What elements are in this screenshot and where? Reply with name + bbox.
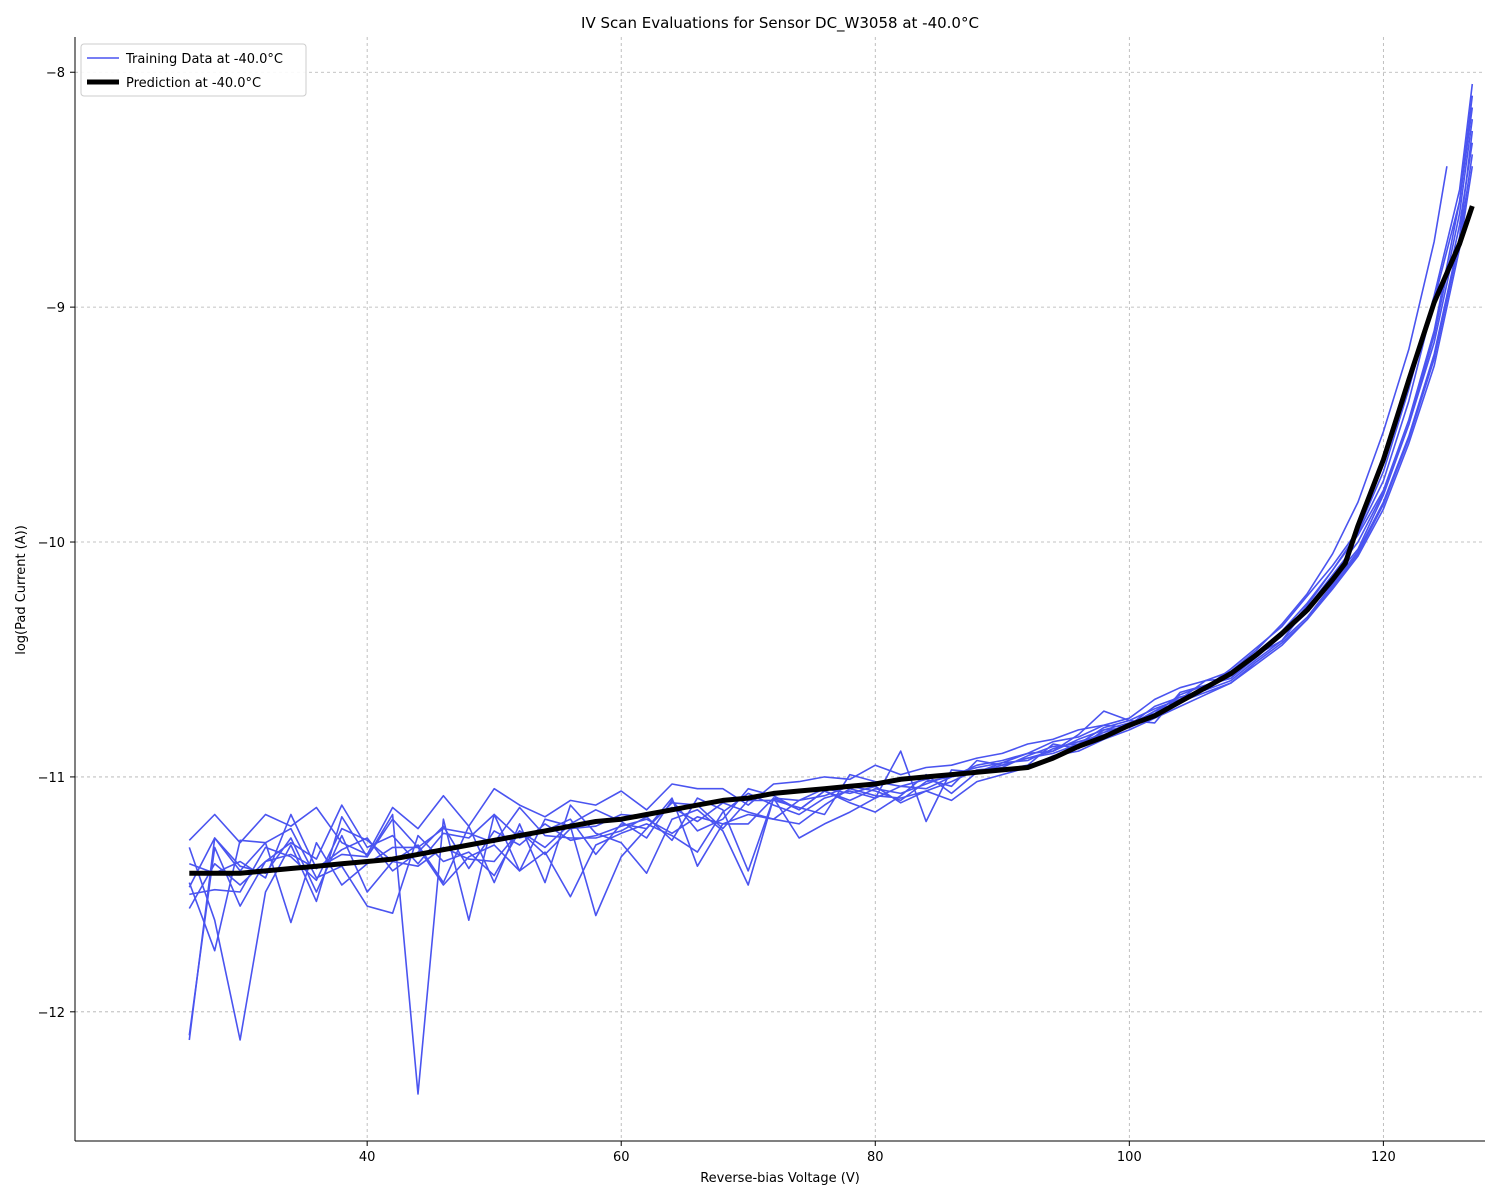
y-tick-label: −12: [38, 1006, 65, 1021]
y-tick-label: −9: [46, 301, 65, 316]
training-run-line-1: [188, 166, 1448, 856]
legend: Training Data at -40.0°C Prediction at -…: [80, 43, 307, 97]
training-run-line-7: [188, 130, 1474, 1095]
x-tick-label: 80: [867, 1150, 884, 1165]
axes: [74, 37, 1485, 1142]
y-tick-label: −8: [46, 66, 65, 81]
y-axis-label: log(Pad Current (A)): [14, 525, 29, 655]
series-layer: [188, 83, 1475, 1095]
y-tick-label: −11: [38, 771, 65, 786]
prediction-line: [189, 205, 1475, 876]
x-tick-label: 60: [613, 1150, 630, 1165]
x-axis-label: Reverse-bias Voltage (V): [700, 1171, 860, 1186]
legend-training-label: Training Data at -40.0°C: [125, 52, 283, 67]
legend-box: [80, 43, 307, 97]
chart-title: IV Scan Evaluations for Sensor DC_W3058 …: [581, 14, 979, 33]
x-tick-label: 120: [1371, 1150, 1396, 1165]
y-tick-label: −10: [38, 536, 65, 551]
x-tick-label: 40: [359, 1150, 376, 1165]
training-run-line-9: [188, 166, 1474, 952]
ticks: 40 60 80 100 120 −12 −11 −10 −9 −8: [38, 66, 1396, 1165]
legend-prediction-label: Prediction at -40.0°C: [126, 76, 261, 91]
grid: [75, 37, 1485, 1141]
x-tick-label: 100: [1117, 1150, 1142, 1165]
